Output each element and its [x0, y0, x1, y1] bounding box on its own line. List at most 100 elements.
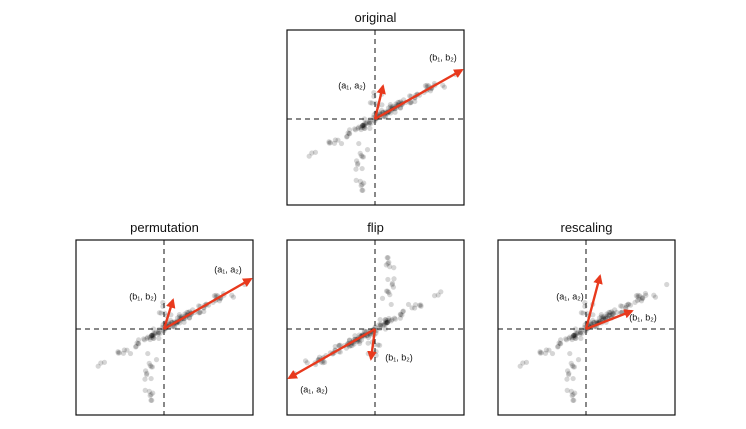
point — [635, 294, 641, 300]
point — [385, 319, 391, 325]
point — [571, 332, 577, 339]
point — [412, 305, 418, 311]
point — [150, 326, 157, 332]
point — [367, 125, 373, 131]
point — [356, 140, 362, 147]
point — [331, 140, 338, 146]
point — [574, 330, 580, 337]
point — [591, 319, 597, 325]
point — [607, 309, 613, 316]
point — [367, 100, 373, 106]
point — [435, 292, 441, 298]
point — [386, 317, 392, 323]
point — [578, 329, 584, 335]
point — [373, 100, 379, 106]
point — [147, 393, 153, 399]
point — [373, 352, 379, 358]
point — [365, 340, 371, 346]
point — [384, 318, 390, 324]
point — [571, 364, 578, 370]
point — [571, 334, 577, 340]
point — [569, 336, 575, 343]
point — [619, 303, 625, 309]
point — [392, 316, 398, 322]
point — [147, 362, 153, 369]
point — [355, 125, 361, 131]
point — [304, 360, 310, 366]
point — [566, 370, 572, 376]
point — [557, 340, 563, 347]
point — [321, 359, 328, 365]
point — [359, 123, 365, 129]
point — [389, 317, 395, 323]
point — [570, 397, 576, 403]
point — [537, 349, 543, 355]
point — [652, 294, 659, 300]
point — [391, 315, 398, 321]
point — [383, 317, 389, 323]
point — [153, 357, 160, 363]
point — [346, 337, 353, 343]
point — [517, 363, 523, 369]
point — [360, 122, 366, 128]
point — [149, 332, 155, 339]
point — [345, 130, 351, 136]
point — [600, 315, 607, 322]
point — [608, 309, 615, 315]
point — [172, 324, 178, 330]
point — [383, 319, 389, 326]
panel-frame — [286, 239, 465, 416]
point — [379, 295, 386, 301]
point — [598, 311, 604, 318]
point — [357, 150, 363, 156]
point — [353, 158, 360, 164]
point — [197, 309, 203, 315]
point — [197, 310, 203, 316]
point — [116, 350, 122, 356]
panel-frame — [75, 239, 254, 416]
point — [418, 302, 424, 308]
point — [389, 282, 395, 288]
point — [120, 350, 127, 356]
point — [150, 335, 156, 341]
point — [357, 178, 363, 184]
point — [643, 292, 649, 298]
point — [136, 341, 142, 347]
point — [362, 120, 368, 126]
vector-label: (b₁, b₂) — [385, 352, 413, 362]
point — [567, 334, 573, 340]
vector-label: (a₁, a₂) — [338, 80, 366, 90]
point — [363, 120, 369, 127]
point — [571, 397, 577, 403]
point — [360, 122, 366, 129]
point — [149, 364, 156, 370]
point — [378, 321, 384, 327]
point — [184, 309, 190, 315]
point — [618, 303, 624, 309]
point — [572, 332, 578, 338]
point — [606, 312, 612, 318]
point — [153, 329, 159, 336]
point — [101, 359, 108, 365]
point — [148, 364, 154, 370]
point — [381, 321, 387, 328]
point — [627, 302, 634, 308]
point — [146, 360, 152, 366]
point — [148, 333, 154, 339]
point — [383, 320, 389, 326]
point — [361, 328, 367, 334]
point — [565, 372, 572, 378]
point — [575, 357, 582, 363]
point — [352, 333, 358, 339]
point — [398, 311, 404, 318]
panel: permutation (a₁, a₂) (b₁, b₂) — [75, 220, 254, 416]
point — [359, 187, 365, 193]
point — [569, 393, 575, 399]
point — [388, 318, 394, 324]
point — [150, 390, 156, 396]
point — [309, 150, 315, 156]
point — [570, 364, 576, 370]
point — [555, 344, 561, 350]
point — [360, 154, 367, 160]
point — [431, 293, 438, 299]
